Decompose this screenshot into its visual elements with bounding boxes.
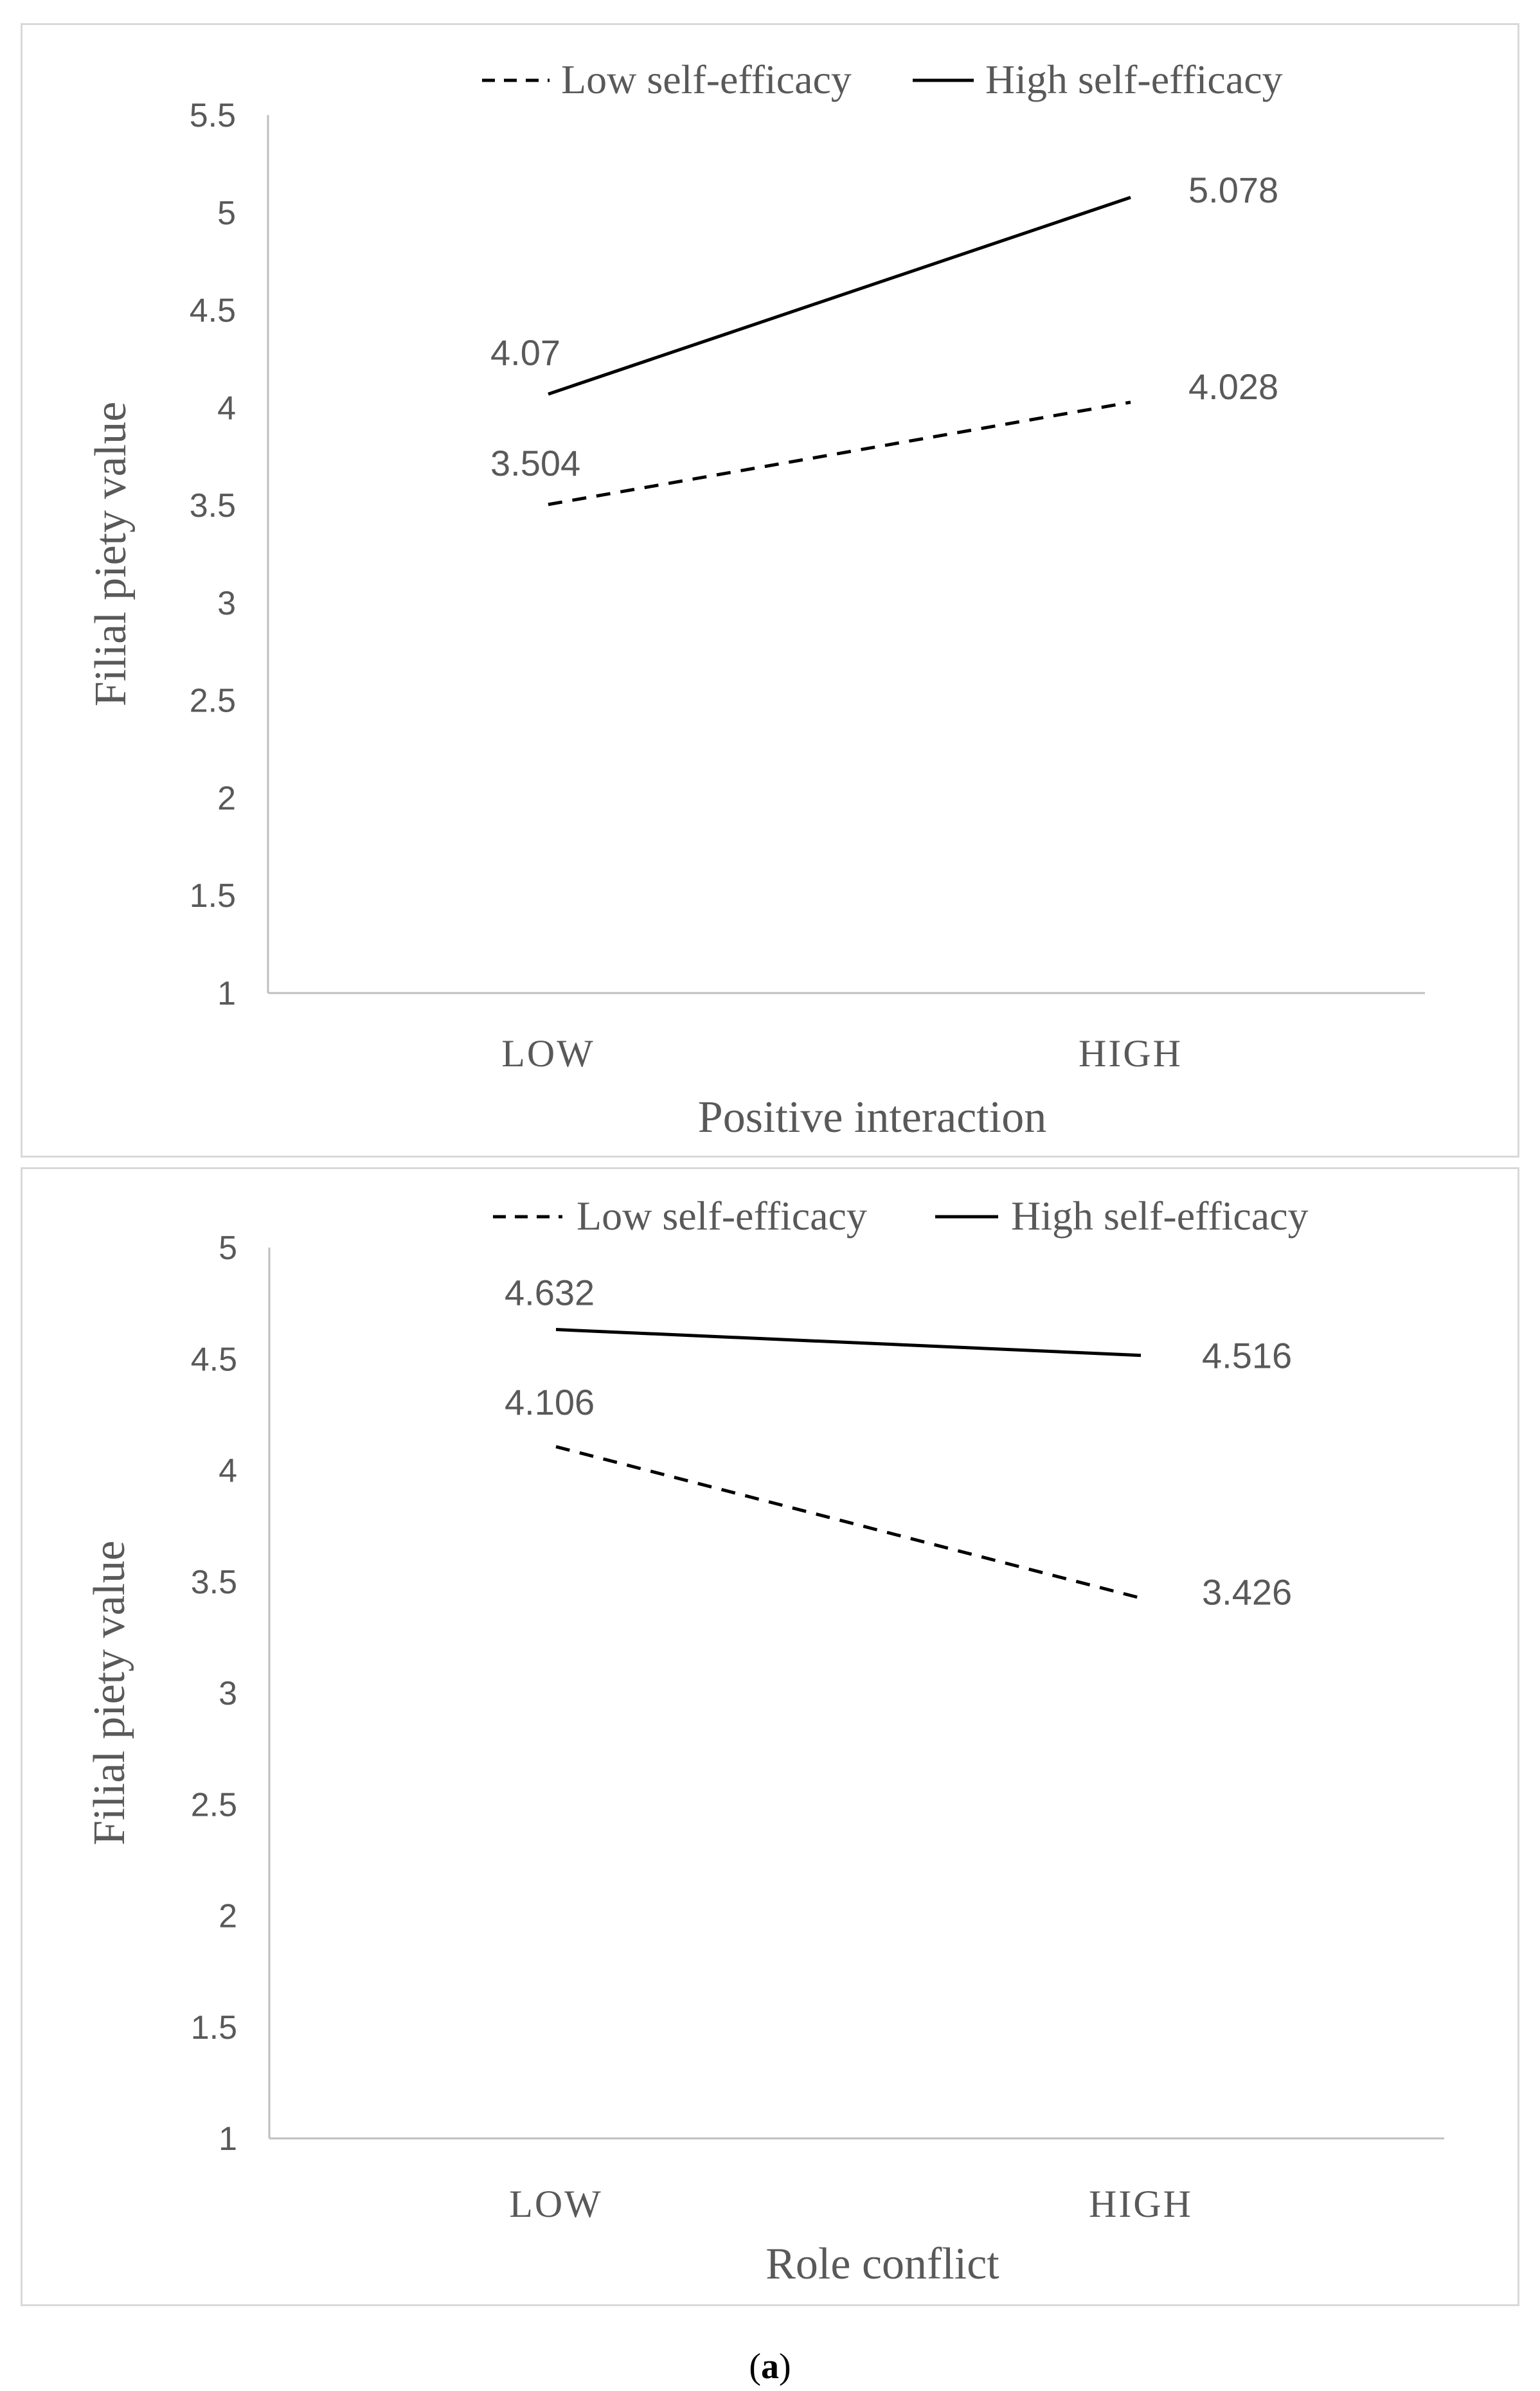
y-tick-label: 1 (217, 975, 236, 1012)
y-tick-label: 1 (219, 2120, 237, 2158)
y-tick-label: 2.5 (191, 1786, 237, 1823)
y-tick-label: 5 (217, 195, 236, 232)
chart-panel-role-conflict: 1 1.5 2 2.5 3 3.5 4 4.5 5 LOW HIGH Role conflict Fil… (21, 1167, 1519, 2306)
caption-open: ( (749, 2347, 761, 2387)
y-axis-title: Filial piety value (86, 402, 136, 706)
x-tick-label: HIGH (1089, 2183, 1193, 2225)
caption-letter: a (761, 2347, 779, 2387)
data-label: 4.632 (505, 1273, 595, 1313)
x-tick-label: LOW (501, 1032, 595, 1075)
data-label: 4.07 (490, 332, 560, 373)
y-tick-label: 3.5 (191, 1564, 237, 1601)
y-tick-label: 2 (217, 780, 236, 817)
caption-close: ) (779, 2347, 791, 2387)
x-axis-title: Role conflict (766, 2239, 999, 2289)
x-axis-title: Positive interaction (698, 1093, 1046, 1142)
data-label: 3.504 (490, 443, 580, 483)
y-tick-label: 4.5 (191, 1341, 237, 1378)
figure-caption: (a) (0, 2346, 1540, 2387)
y-tick-label: 2.5 (190, 683, 236, 720)
legend-label-low: Low self-efficacy (561, 57, 852, 102)
series-line-low (555, 1445, 1142, 1600)
data-label: 4.106 (505, 1382, 595, 1422)
x-tick-label: LOW (509, 2183, 603, 2225)
y-tick-label: 4.5 (190, 292, 236, 330)
y-tick-label: 5.5 (190, 97, 236, 134)
series-line-low (548, 400, 1131, 506)
y-axis-title: Filial piety value (85, 1541, 134, 1845)
series-line-high (555, 1328, 1142, 1357)
legend-label-low: Low self-efficacy (577, 1193, 867, 1239)
chart-panel-positive-interaction: 1 1.5 2 2.5 3 3.5 4 4.5 5 5.5 LOW HIGH Positive inte… (21, 23, 1519, 1158)
chart-positive-interaction: 1 1.5 2 2.5 3 3.5 4 4.5 5 5.5 LOW HIGH Positive inte… (86, 57, 1425, 1142)
y-tick-label: 1.5 (191, 2009, 237, 2046)
data-label: 3.426 (1202, 1572, 1292, 1612)
y-tick-label: 2 (219, 1898, 237, 1935)
y-tick-label: 4 (217, 390, 236, 427)
y-tick-label: 4 (219, 1453, 237, 1490)
y-tick-label: 3 (217, 585, 236, 622)
x-tick-label: HIGH (1079, 1032, 1183, 1075)
data-label: 4.516 (1202, 1336, 1292, 1376)
y-tick-label: 1.5 (190, 877, 236, 915)
y-tick-label: 3.5 (190, 487, 236, 524)
legend-label-high: High self-efficacy (1011, 1193, 1309, 1239)
series-line-high (548, 195, 1131, 396)
y-tick-label: 3 (219, 1675, 237, 1712)
data-label: 4.028 (1188, 366, 1278, 407)
chart-role-conflict: 1 1.5 2 2.5 3 3.5 4 4.5 5 LOW HIGH Role conflict Fil… (85, 1193, 1444, 2289)
legend-label-high: High self-efficacy (985, 57, 1283, 102)
data-label: 5.078 (1188, 170, 1278, 210)
y-tick-label: 5 (219, 1230, 237, 1267)
